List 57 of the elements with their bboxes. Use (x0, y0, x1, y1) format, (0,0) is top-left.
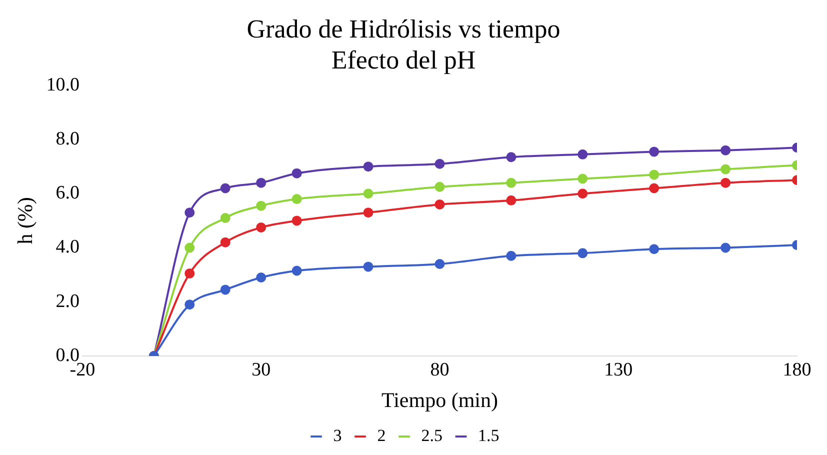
legend-label: 2.5 (421, 426, 442, 445)
point (720, 242, 731, 253)
point (506, 152, 516, 162)
point (506, 195, 516, 206)
x-tick-label: 30 (252, 359, 271, 380)
y-tick-label: 4.0 (56, 236, 80, 258)
y-tick-label: 8.0 (56, 128, 80, 150)
point (292, 194, 302, 204)
y-axis-title: h (%) (13, 197, 38, 244)
point (506, 178, 516, 188)
point (578, 174, 588, 184)
point (256, 272, 266, 283)
y-tick-label: 6.0 (56, 182, 80, 204)
point (292, 216, 302, 226)
point (184, 268, 195, 278)
point (292, 168, 302, 178)
point (184, 208, 195, 218)
chart-title: Grado de Hidrólisis vs tiempo (246, 14, 560, 44)
point (220, 284, 230, 295)
point (720, 145, 731, 156)
point (184, 242, 195, 253)
point (220, 183, 230, 194)
point (434, 182, 445, 192)
point (363, 208, 374, 218)
point (649, 170, 660, 180)
legend-label: 1.5 (478, 426, 500, 445)
point (578, 248, 588, 258)
legend-label: 3 (333, 426, 342, 445)
point (506, 250, 516, 261)
point (220, 237, 230, 248)
point (578, 149, 588, 160)
point (256, 222, 266, 232)
point (256, 178, 266, 188)
point (434, 199, 445, 210)
point (434, 258, 445, 269)
x-axis-title: Tiempo (min) (381, 388, 498, 412)
chart-subtitle: Efecto del pH (331, 46, 476, 75)
y-tick-label: 2.0 (56, 290, 80, 312)
x-tick-label: 80 (430, 359, 450, 380)
point (434, 158, 445, 169)
x-tick-label: 180 (782, 359, 812, 380)
legend-label: 2 (377, 426, 386, 445)
y-tick-label: 10.0 (46, 74, 80, 96)
point (578, 188, 588, 199)
x-tick-label: 130 (604, 359, 633, 380)
point (649, 146, 660, 157)
point (256, 200, 266, 211)
point (649, 244, 660, 254)
point (184, 300, 195, 310)
point (720, 164, 731, 174)
point (363, 188, 374, 199)
point (649, 183, 660, 194)
point (363, 262, 374, 272)
point (363, 162, 374, 172)
point (220, 212, 230, 223)
point (720, 178, 731, 188)
point (292, 266, 302, 276)
